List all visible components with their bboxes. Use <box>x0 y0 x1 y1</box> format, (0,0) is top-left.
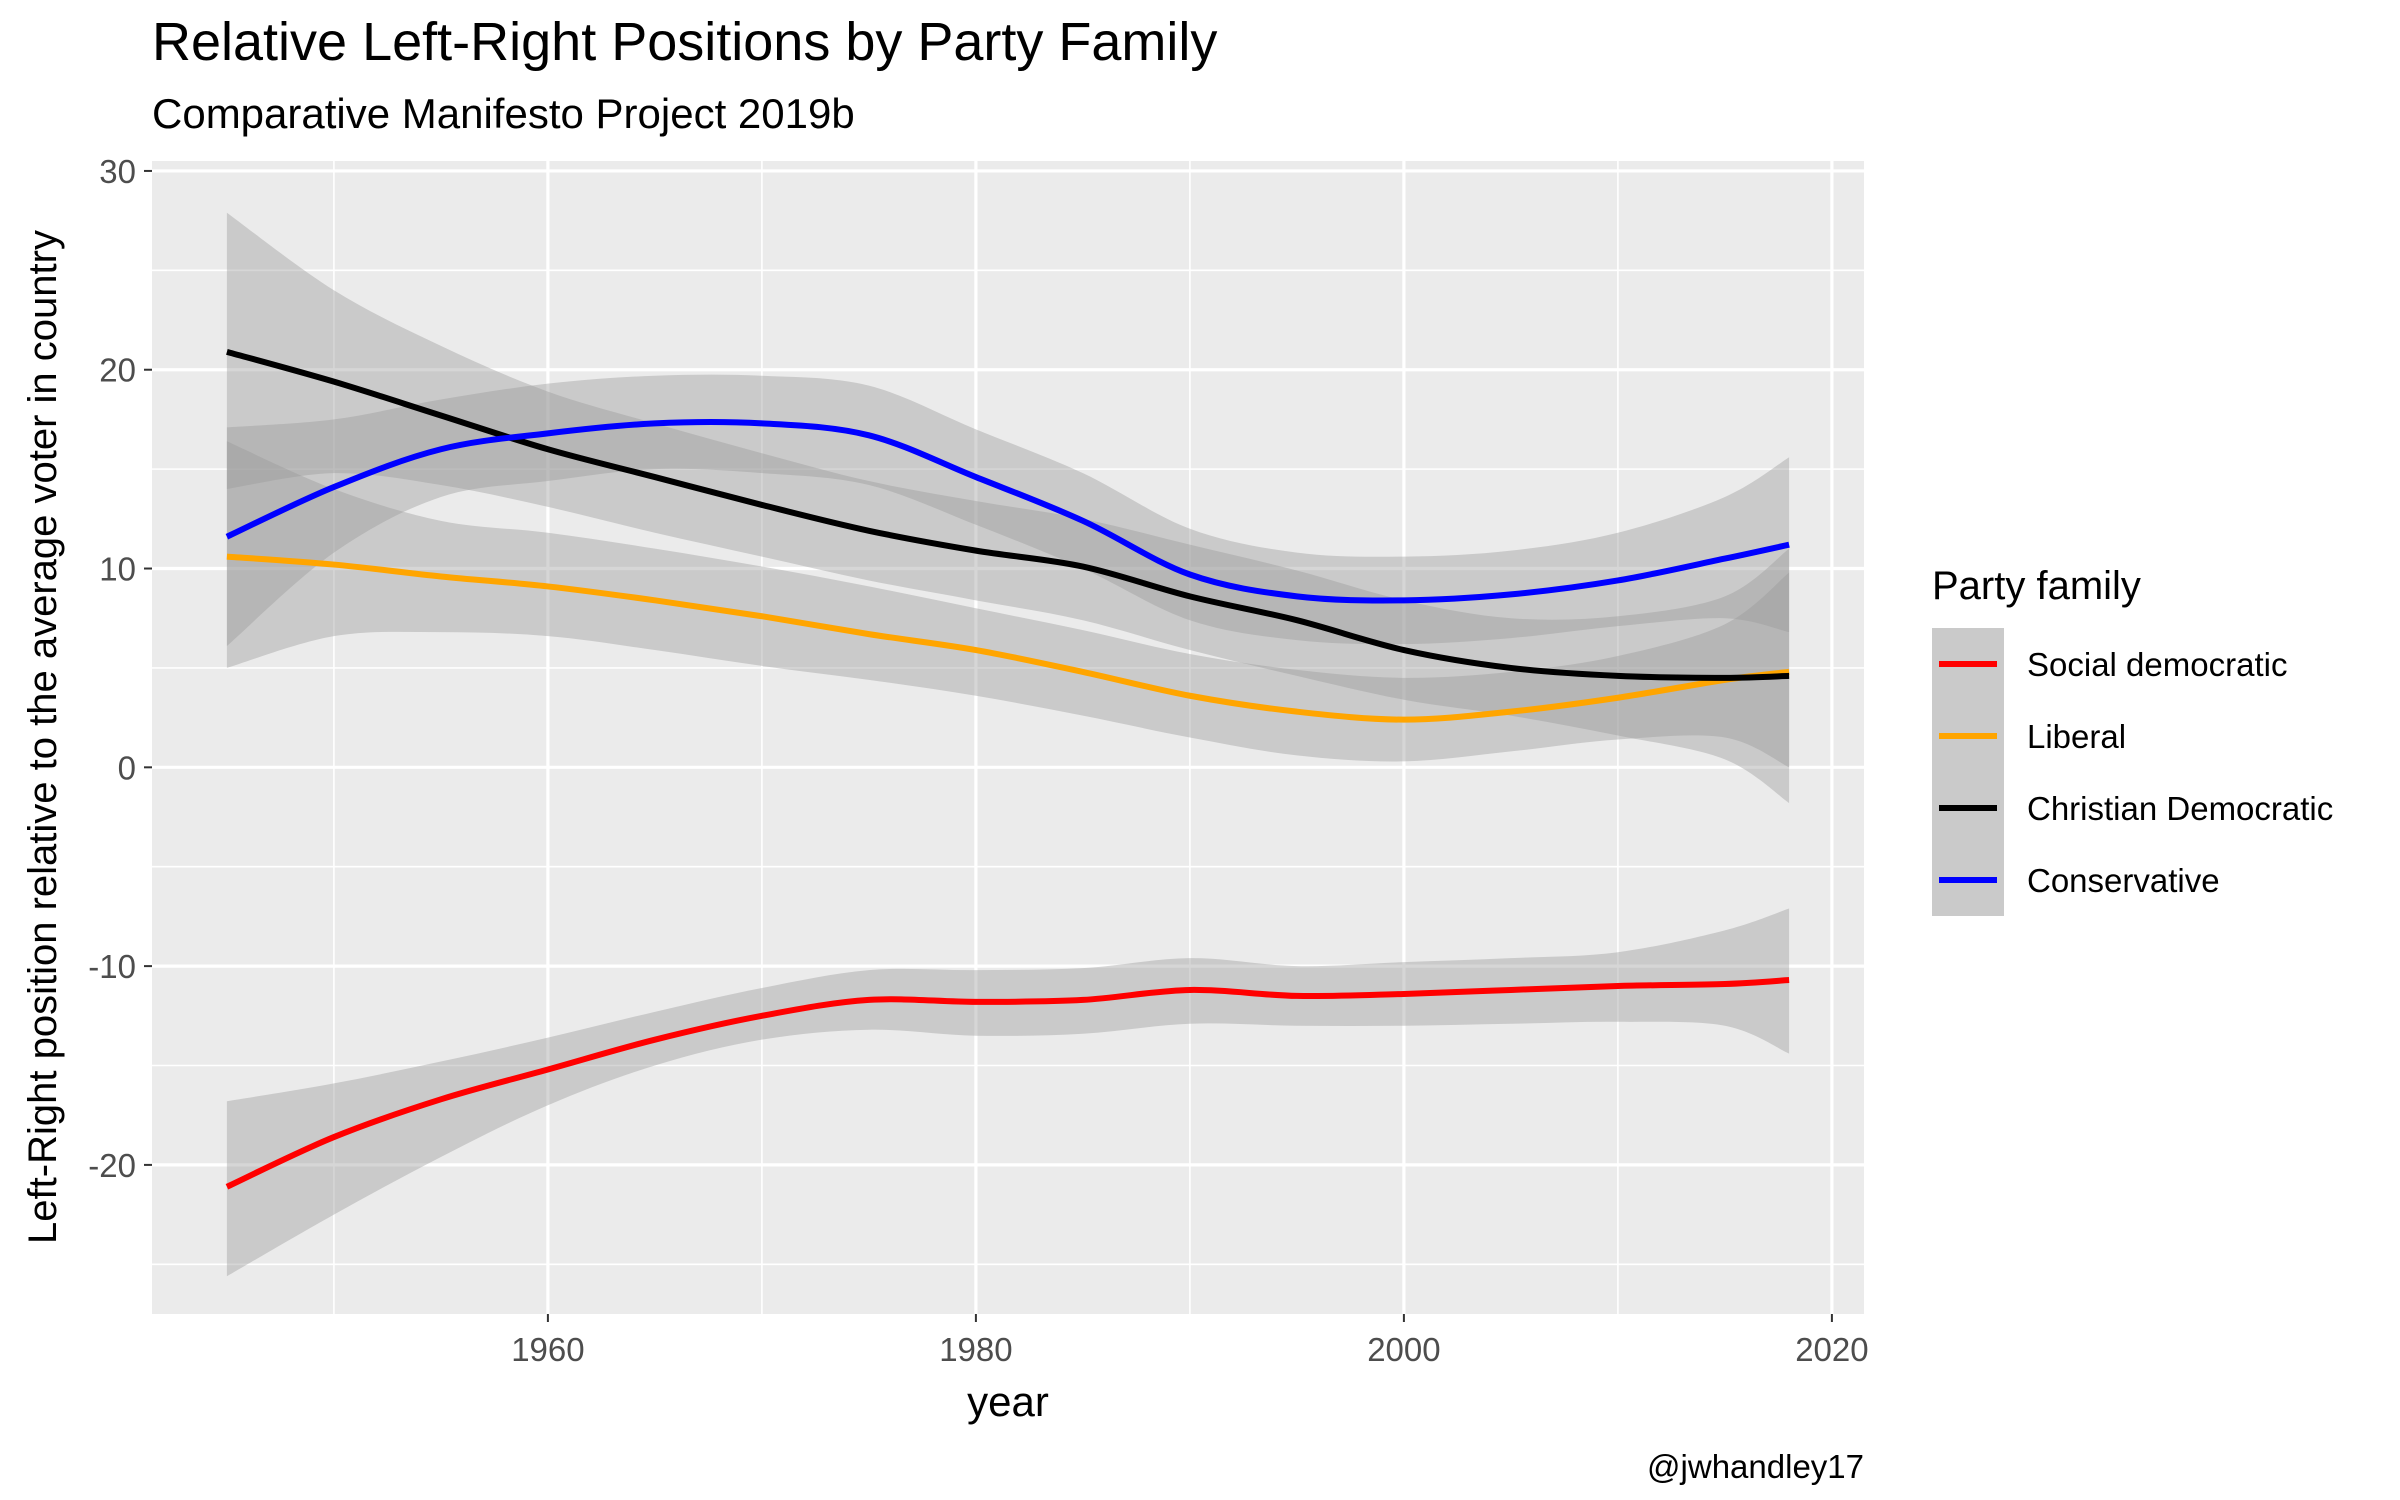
y-tick-label: 30 <box>99 153 136 190</box>
legend-label: Liberal <box>2027 718 2126 755</box>
line-liberal <box>226 553 1790 723</box>
x-tick-label: 2020 <box>1795 1331 1868 1368</box>
y-tick-label: 10 <box>99 551 136 588</box>
x-tick-label: 1960 <box>511 1331 584 1368</box>
legend-label: Conservative <box>2027 862 2220 899</box>
axes: -20 -10 0 10 20 30 1960 1980 2000 2020 <box>88 153 1868 1368</box>
line-conservative <box>225 419 1790 604</box>
line-social-democratic <box>225 977 1790 1190</box>
y-tick-label: 0 <box>118 749 136 786</box>
y-axis-label: Left-Right position relative to the aver… <box>21 230 65 1244</box>
legend-label: Social democratic <box>2027 646 2287 683</box>
ribbon-conservative <box>226 374 1790 647</box>
legend: Party family Social democratic Liberal Chri… <box>1932 564 2333 916</box>
ribbon-christian-democratic <box>226 212 1790 804</box>
x-axis-label: year <box>967 1378 1049 1425</box>
x-tick-label: 2000 <box>1367 1331 1440 1368</box>
chart-title: Relative Left-Right Positions by Party F… <box>152 12 1217 72</box>
y-tick-label: -20 <box>88 1147 136 1184</box>
x-tick-label: 1980 <box>939 1331 1012 1368</box>
legend-label: Christian Democratic <box>2027 790 2333 827</box>
series-lines <box>225 348 1790 1190</box>
y-tick-label: 20 <box>99 352 136 389</box>
confidence-ribbons <box>226 212 1790 1277</box>
chart-subtitle: Comparative Manifesto Project 2019b <box>152 90 855 137</box>
chart-caption: @jwhandley17 <box>1647 1448 1864 1485</box>
legend-title: Party family <box>1932 564 2141 608</box>
plot-panel <box>152 161 1864 1314</box>
ribbon-social-democratic <box>226 908 1790 1277</box>
ribbon-liberal <box>226 441 1790 768</box>
line-christian-democratic <box>226 348 1790 681</box>
y-tick-label: -10 <box>88 948 136 985</box>
grid-lines <box>152 161 1864 1314</box>
